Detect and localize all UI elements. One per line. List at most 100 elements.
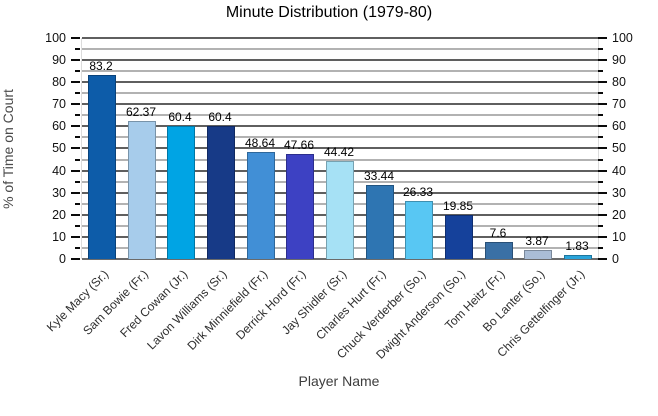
y-axis-title: % of Time on Court: [0, 89, 16, 209]
y-tick-right: [598, 236, 607, 238]
y-tick-right: [598, 103, 607, 105]
y-tick-right: [598, 59, 607, 61]
x-axis-title: Player Name: [298, 373, 380, 389]
y-tick-label-right: 60: [612, 119, 626, 133]
y-tick-left: [75, 181, 80, 183]
y-tick-right: [598, 159, 603, 161]
y-tick-left: [71, 192, 80, 194]
y-tick-right: [598, 247, 603, 249]
y-tick-left: [75, 136, 80, 138]
bar-value-label: 83.2: [89, 59, 113, 73]
y-tick-label-right: 90: [612, 53, 626, 67]
bar: [247, 152, 275, 259]
bar-value-label: 44.42: [323, 145, 355, 159]
bar-value-label: 3.87: [525, 234, 549, 248]
y-tick-right: [598, 136, 603, 138]
y-tick-label-right: 50: [612, 141, 626, 155]
y-tick-label-right: 40: [612, 164, 626, 178]
bar: [524, 250, 552, 259]
y-tick-label-left: 10: [52, 230, 66, 244]
y-tick-right: [598, 70, 603, 72]
bar-value-label: 33.44: [363, 169, 395, 183]
y-tick-left: [71, 214, 80, 216]
y-tick-right: [598, 225, 603, 227]
bar: [207, 126, 235, 259]
y-tick-right: [598, 147, 607, 149]
y-tick-right: [598, 48, 603, 50]
gridline-minor: [82, 92, 598, 94]
y-tick-label-right: 0: [612, 252, 619, 266]
chart-title: Minute Distribution (1979-80): [225, 4, 433, 21]
y-tick-left: [71, 37, 80, 39]
y-tick-left: [71, 236, 80, 238]
bar: [564, 255, 592, 259]
bar-value-label: 19.85: [442, 199, 474, 213]
gridline-major: [82, 81, 598, 83]
y-tick-right: [598, 37, 607, 39]
y-tick-left: [75, 70, 80, 72]
gridline-minor: [82, 136, 598, 138]
y-tick-right: [598, 125, 607, 127]
gridline-major: [82, 103, 598, 105]
y-tick-right: [598, 203, 603, 205]
bar-value-label: 62.37: [125, 105, 157, 119]
y-tick-label-left: 40: [52, 164, 66, 178]
y-tick-label-left: 20: [52, 208, 66, 222]
y-tick-label-right: 10: [612, 230, 626, 244]
plot-area: [81, 37, 599, 260]
y-tick-label-right: 80: [612, 75, 626, 89]
bar: [128, 121, 156, 259]
bar-value-label: 60.4: [168, 110, 192, 124]
y-tick-left: [71, 59, 80, 61]
y-tick-label-left: 30: [52, 186, 66, 200]
y-tick-label-left: 100: [45, 31, 66, 45]
y-tick-right: [598, 114, 603, 116]
y-tick-left: [75, 247, 80, 249]
x-axis-line: [82, 258, 598, 260]
y-tick-left: [75, 203, 80, 205]
y-tick-label-right: 20: [612, 208, 626, 222]
bar-value-label: 1.83: [565, 239, 589, 253]
y-tick-label-right: 70: [612, 97, 626, 111]
gridline-major: [82, 147, 598, 149]
gridline-minor: [82, 114, 598, 116]
y-tick-left: [71, 125, 80, 127]
y-tick-label-left: 60: [52, 119, 66, 133]
bar: [445, 215, 473, 259]
y-tick-left: [75, 225, 80, 227]
bar-value-label: 48.64: [244, 136, 276, 150]
y-tick-right: [598, 181, 603, 183]
y-tick-label-left: 70: [52, 97, 66, 111]
bar-value-label: 26.33: [402, 185, 434, 199]
y-tick-right: [598, 170, 607, 172]
y-tick-left: [75, 159, 80, 161]
bar: [326, 161, 354, 259]
y-tick-right: [598, 92, 603, 94]
y-tick-left: [71, 258, 80, 260]
y-tick-left: [75, 48, 80, 50]
y-tick-left: [75, 92, 80, 94]
y-tick-label-left: 90: [52, 53, 66, 67]
bar: [167, 126, 195, 259]
y-tick-label-left: 80: [52, 75, 66, 89]
gridline-major: [82, 59, 598, 61]
bar: [286, 154, 314, 259]
gridline-minor: [82, 48, 598, 50]
bar: [366, 185, 394, 259]
y-tick-left: [71, 170, 80, 172]
y-tick-left: [71, 103, 80, 105]
bar: [88, 75, 116, 259]
y-tick-left: [71, 147, 80, 149]
bar-value-label: 60.4: [208, 110, 232, 124]
y-tick-label-right: 30: [612, 186, 626, 200]
y-tick-right: [598, 214, 607, 216]
gridline-minor: [82, 159, 598, 161]
bar: [485, 242, 513, 259]
bar-value-label: 47.66: [283, 138, 315, 152]
y-tick-label-right: 100: [612, 31, 633, 45]
bar-value-label: 7.6: [489, 226, 507, 240]
y-tick-right: [598, 192, 607, 194]
y-tick-label-left: 0: [59, 252, 66, 266]
gridline-major: [82, 125, 598, 127]
bar: [405, 201, 433, 259]
